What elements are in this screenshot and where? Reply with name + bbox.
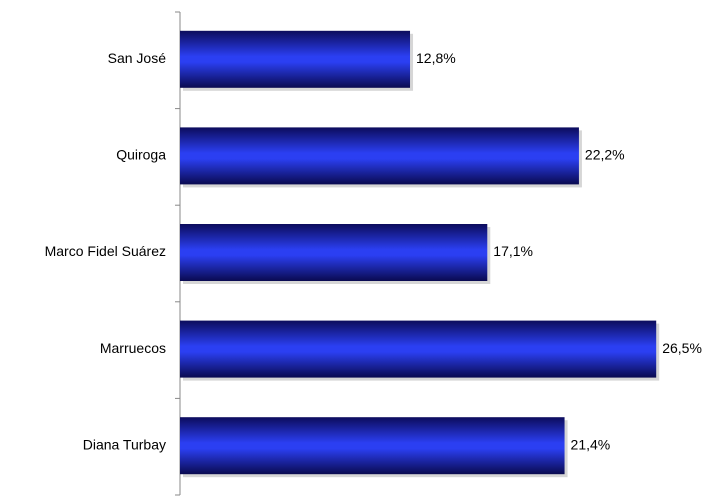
y-tick-label: San José bbox=[108, 50, 167, 66]
y-tick-label: Marruecos bbox=[100, 340, 166, 356]
bar bbox=[180, 30, 411, 88]
bar bbox=[180, 320, 657, 378]
value-label: 21,4% bbox=[571, 436, 611, 452]
bar bbox=[180, 224, 488, 281]
value-label: 22,2% bbox=[585, 147, 625, 163]
y-tick-label: Quiroga bbox=[116, 147, 166, 163]
bar bbox=[180, 417, 565, 475]
value-label: 12,8% bbox=[416, 50, 456, 66]
y-tick-label: Diana Turbay bbox=[83, 436, 166, 452]
value-label: 17,1% bbox=[493, 243, 533, 259]
y-tick-label: Marco Fidel Suárez bbox=[45, 243, 166, 259]
value-label: 26,5% bbox=[662, 340, 702, 356]
bar bbox=[180, 127, 579, 185]
